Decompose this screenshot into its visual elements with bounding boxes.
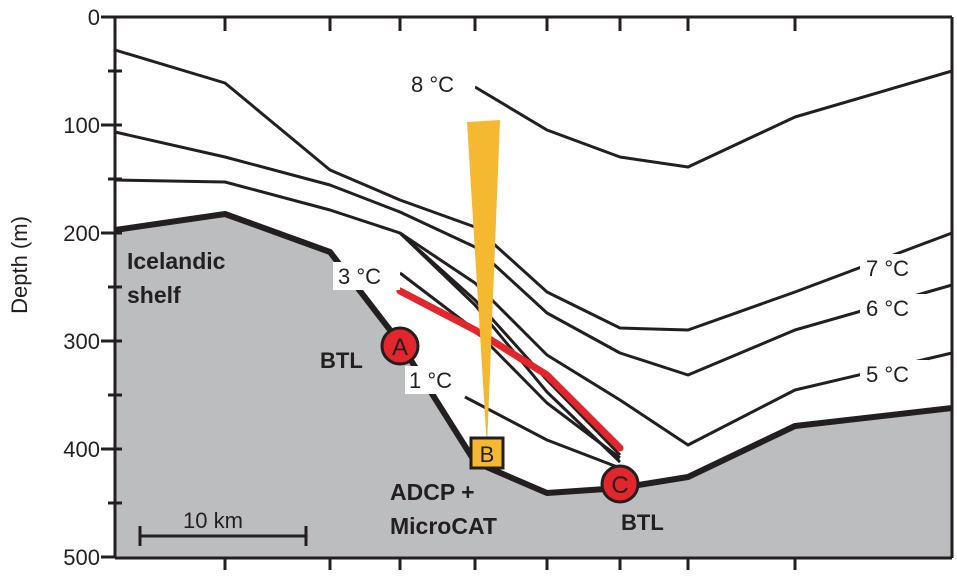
marker-b [469, 436, 505, 470]
adcp-label-line2: MicroCAT [390, 513, 497, 539]
y-tick-label: 100 [63, 113, 100, 138]
isotherm-label-5c: 5 °C [866, 362, 909, 387]
isotherm-label-1c: 1 °C [409, 368, 452, 393]
shelf-label-line1: Icelandic [127, 248, 226, 274]
isotherm-label-7c: 7 °C [866, 256, 909, 281]
y-tick-label: 0 [88, 5, 100, 30]
isotherm-label-3c: 3 °C [338, 264, 381, 289]
btl-label-a: BTL [320, 348, 363, 373]
label-bg [405, 366, 467, 394]
marker-c-label: C [611, 472, 628, 499]
isotherm-label-8c: 8 °C [411, 72, 454, 97]
scale-bar-label: 10 km [183, 508, 243, 533]
y-tick-label: 300 [63, 329, 100, 354]
isotherm-label-6c: 6 °C [866, 296, 909, 321]
isotherm-4c [399, 231, 622, 457]
y-axis-label: Depth (m) [7, 216, 32, 314]
marker-b-label: B [480, 442, 495, 467]
y-tick-label: 400 [63, 437, 100, 462]
isotherm-1c [464, 395, 621, 470]
marker-a [380, 326, 420, 366]
label-bg [860, 254, 928, 282]
label-bg [405, 70, 475, 98]
shelf-label-line2: shelf [127, 282, 181, 308]
marker-a-label: A [392, 334, 408, 361]
y-tick-label: 500 [63, 545, 100, 570]
isotherm-7c [114, 48, 953, 332]
adcp-label-line1: ADCP + [390, 479, 475, 505]
marker-c [600, 464, 640, 504]
scale-bar [138, 526, 308, 546]
label-bg [860, 294, 928, 322]
label-bg [333, 262, 400, 290]
y-tick-label: 200 [63, 221, 100, 246]
label-bg [860, 360, 928, 388]
seabed-area [115, 214, 952, 558]
seabed-line [114, 211, 953, 496]
btl-label-c: BTL [621, 510, 664, 535]
adcp-beam [467, 120, 500, 448]
red-line [396, 287, 624, 452]
isotherm-8c [474, 69, 953, 169]
isotherm-6c [114, 130, 953, 377]
isotherm-5c [114, 178, 953, 447]
isotherm-3c [399, 271, 621, 460]
